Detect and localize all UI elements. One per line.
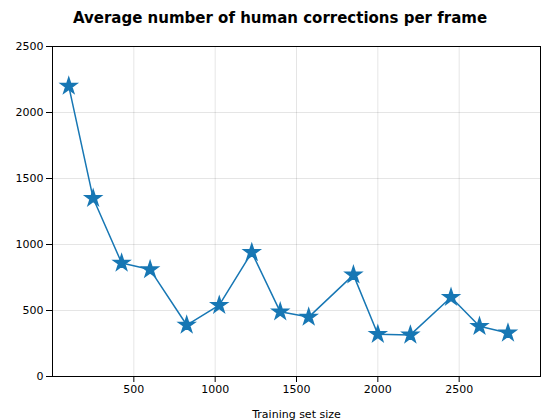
svg-text:2000: 2000 [364, 383, 392, 396]
svg-text:1500: 1500 [16, 172, 44, 185]
svg-text:2500: 2500 [445, 383, 473, 396]
svg-text:1500: 1500 [283, 383, 311, 396]
svg-text:Training set size: Training set size [251, 408, 341, 420]
svg-text:0: 0 [37, 370, 44, 383]
svg-text:1000: 1000 [201, 383, 229, 396]
svg-text:500: 500 [123, 383, 144, 396]
svg-text:500: 500 [23, 304, 44, 317]
svg-text:1000: 1000 [16, 238, 44, 251]
svg-text:2500: 2500 [16, 40, 44, 53]
html-text:Average number of human correc: Average number of human corrections per … [72, 9, 488, 27]
svg-text:2000: 2000 [16, 106, 44, 119]
